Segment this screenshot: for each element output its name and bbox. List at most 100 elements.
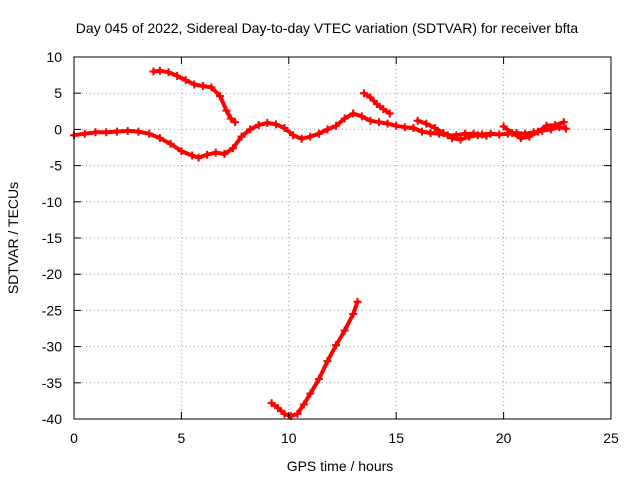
x-tick-label: 15 <box>388 430 404 446</box>
data-point <box>267 399 276 408</box>
data-point <box>166 139 175 148</box>
data-point <box>306 132 315 141</box>
data-point <box>340 326 349 335</box>
data-point <box>430 123 439 132</box>
data-point <box>533 127 542 136</box>
data-point <box>173 71 182 80</box>
y-tick-label: -15 <box>42 230 62 246</box>
data-point <box>231 118 240 127</box>
data-point <box>228 144 237 153</box>
data-point <box>155 134 164 143</box>
data-point <box>145 129 154 138</box>
data-point <box>134 127 143 136</box>
data-point <box>237 132 246 141</box>
series-lower <box>267 297 362 421</box>
data-point <box>299 400 308 409</box>
chart-title: Day 045 of 2022, Sidereal Day-to-day VTE… <box>76 20 579 36</box>
data-point <box>274 404 283 413</box>
data-point <box>383 119 392 128</box>
data-point <box>349 109 358 118</box>
data-point <box>323 357 332 366</box>
data-point <box>332 341 341 350</box>
y-tick-labels: 10 5 0 -5 -10 -15 -20 -25 -30 -35 -40 <box>42 49 62 427</box>
data-point <box>482 131 491 140</box>
data-point <box>80 129 89 138</box>
data-point <box>448 134 457 143</box>
data-series <box>70 66 570 421</box>
data-point <box>473 131 482 140</box>
data-point <box>211 148 220 157</box>
data-point <box>439 129 448 138</box>
data-point <box>495 130 504 139</box>
data-point <box>297 134 306 143</box>
data-point <box>392 121 401 130</box>
data-point <box>280 409 289 418</box>
data-point <box>525 132 534 141</box>
data-point <box>323 125 332 134</box>
series-main <box>70 109 570 162</box>
y-tick-label: -20 <box>42 266 62 282</box>
data-point <box>181 76 190 85</box>
y-tick-label: -30 <box>42 339 62 355</box>
data-point <box>426 129 435 138</box>
y-tick-label: -25 <box>42 302 62 318</box>
y-tick-label: 5 <box>54 85 62 101</box>
data-point <box>561 124 570 133</box>
data-point <box>422 119 431 128</box>
x-tick-label: 20 <box>496 430 512 446</box>
x-tick-labels: 0 5 10 15 20 25 <box>70 430 619 446</box>
x-axis-label: GPS time / hours <box>287 458 394 474</box>
data-point <box>366 116 375 125</box>
x-tick-label: 10 <box>281 430 297 446</box>
data-point <box>280 123 289 132</box>
y-tick-label: 10 <box>46 49 62 65</box>
data-point <box>400 123 409 132</box>
data-point <box>198 81 207 90</box>
data-point <box>254 121 263 130</box>
data-point <box>349 310 358 319</box>
data-point <box>314 129 323 138</box>
data-point <box>465 132 474 141</box>
data-point <box>385 109 394 118</box>
data-point <box>306 389 315 398</box>
data-point <box>289 131 298 140</box>
data-point <box>516 134 525 143</box>
x-tick-label: 25 <box>603 430 619 446</box>
y-tick-label: -5 <box>50 158 63 174</box>
y-tick-label: -35 <box>42 375 62 391</box>
series-branch-a <box>413 116 491 144</box>
data-point <box>359 89 368 98</box>
x-tick-label: 0 <box>70 430 78 446</box>
data-point <box>357 112 366 121</box>
data-point <box>413 116 422 125</box>
data-point <box>314 375 323 384</box>
data-point <box>91 128 100 137</box>
data-point <box>379 105 388 114</box>
data-point <box>375 118 384 127</box>
y-tick-label: -40 <box>42 411 62 427</box>
data-point <box>216 92 225 101</box>
data-point <box>456 135 465 144</box>
x-tick-label: 5 <box>178 430 186 446</box>
data-point <box>246 125 255 134</box>
data-point <box>293 409 302 418</box>
data-point <box>222 106 231 115</box>
series-upper-left <box>149 66 240 127</box>
data-point <box>203 150 212 159</box>
data-point <box>112 127 121 136</box>
data-point <box>499 122 508 131</box>
data-point <box>417 127 426 136</box>
data-point <box>226 114 235 123</box>
data-point <box>559 118 568 127</box>
data-point <box>340 114 349 123</box>
data-point <box>508 129 517 138</box>
series-upper-right <box>359 89 394 118</box>
data-point <box>190 80 199 89</box>
data-point <box>353 297 362 306</box>
data-point <box>164 68 173 77</box>
y-tick-label: 0 <box>54 121 62 137</box>
data-point <box>220 150 229 159</box>
data-point <box>155 66 164 75</box>
